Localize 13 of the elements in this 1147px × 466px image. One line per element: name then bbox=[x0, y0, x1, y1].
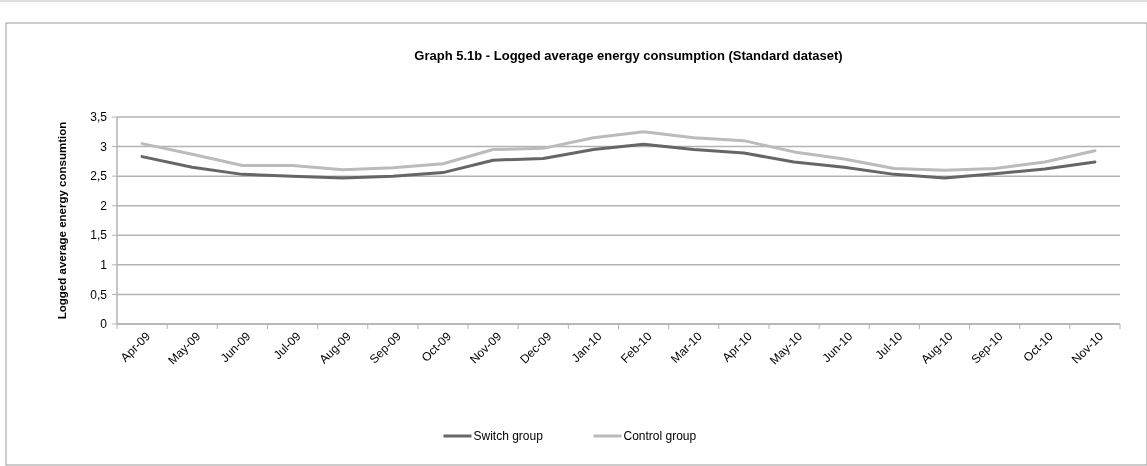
legend-label: Control group bbox=[623, 429, 697, 444]
y-tick-label: 0,5 bbox=[90, 287, 108, 302]
line-series bbox=[140, 142, 1097, 180]
y-tick-label: 2,5 bbox=[90, 169, 108, 184]
y-tick-label: 1 bbox=[100, 258, 108, 273]
y-tick-label: 3,5 bbox=[90, 110, 108, 125]
legend-label: Switch group bbox=[473, 429, 544, 444]
y-tick-label: 1,5 bbox=[90, 228, 108, 243]
y-tick-label: 2 bbox=[100, 198, 108, 213]
chart-title: Graph 5.1b - Logged average energy consumption (Standard dataset) bbox=[414, 48, 843, 63]
y-tick-label: 3 bbox=[100, 139, 108, 154]
y-tick-label: 0 bbox=[100, 317, 108, 332]
y-axis-title: Logged average energy consumtion bbox=[56, 121, 68, 320]
